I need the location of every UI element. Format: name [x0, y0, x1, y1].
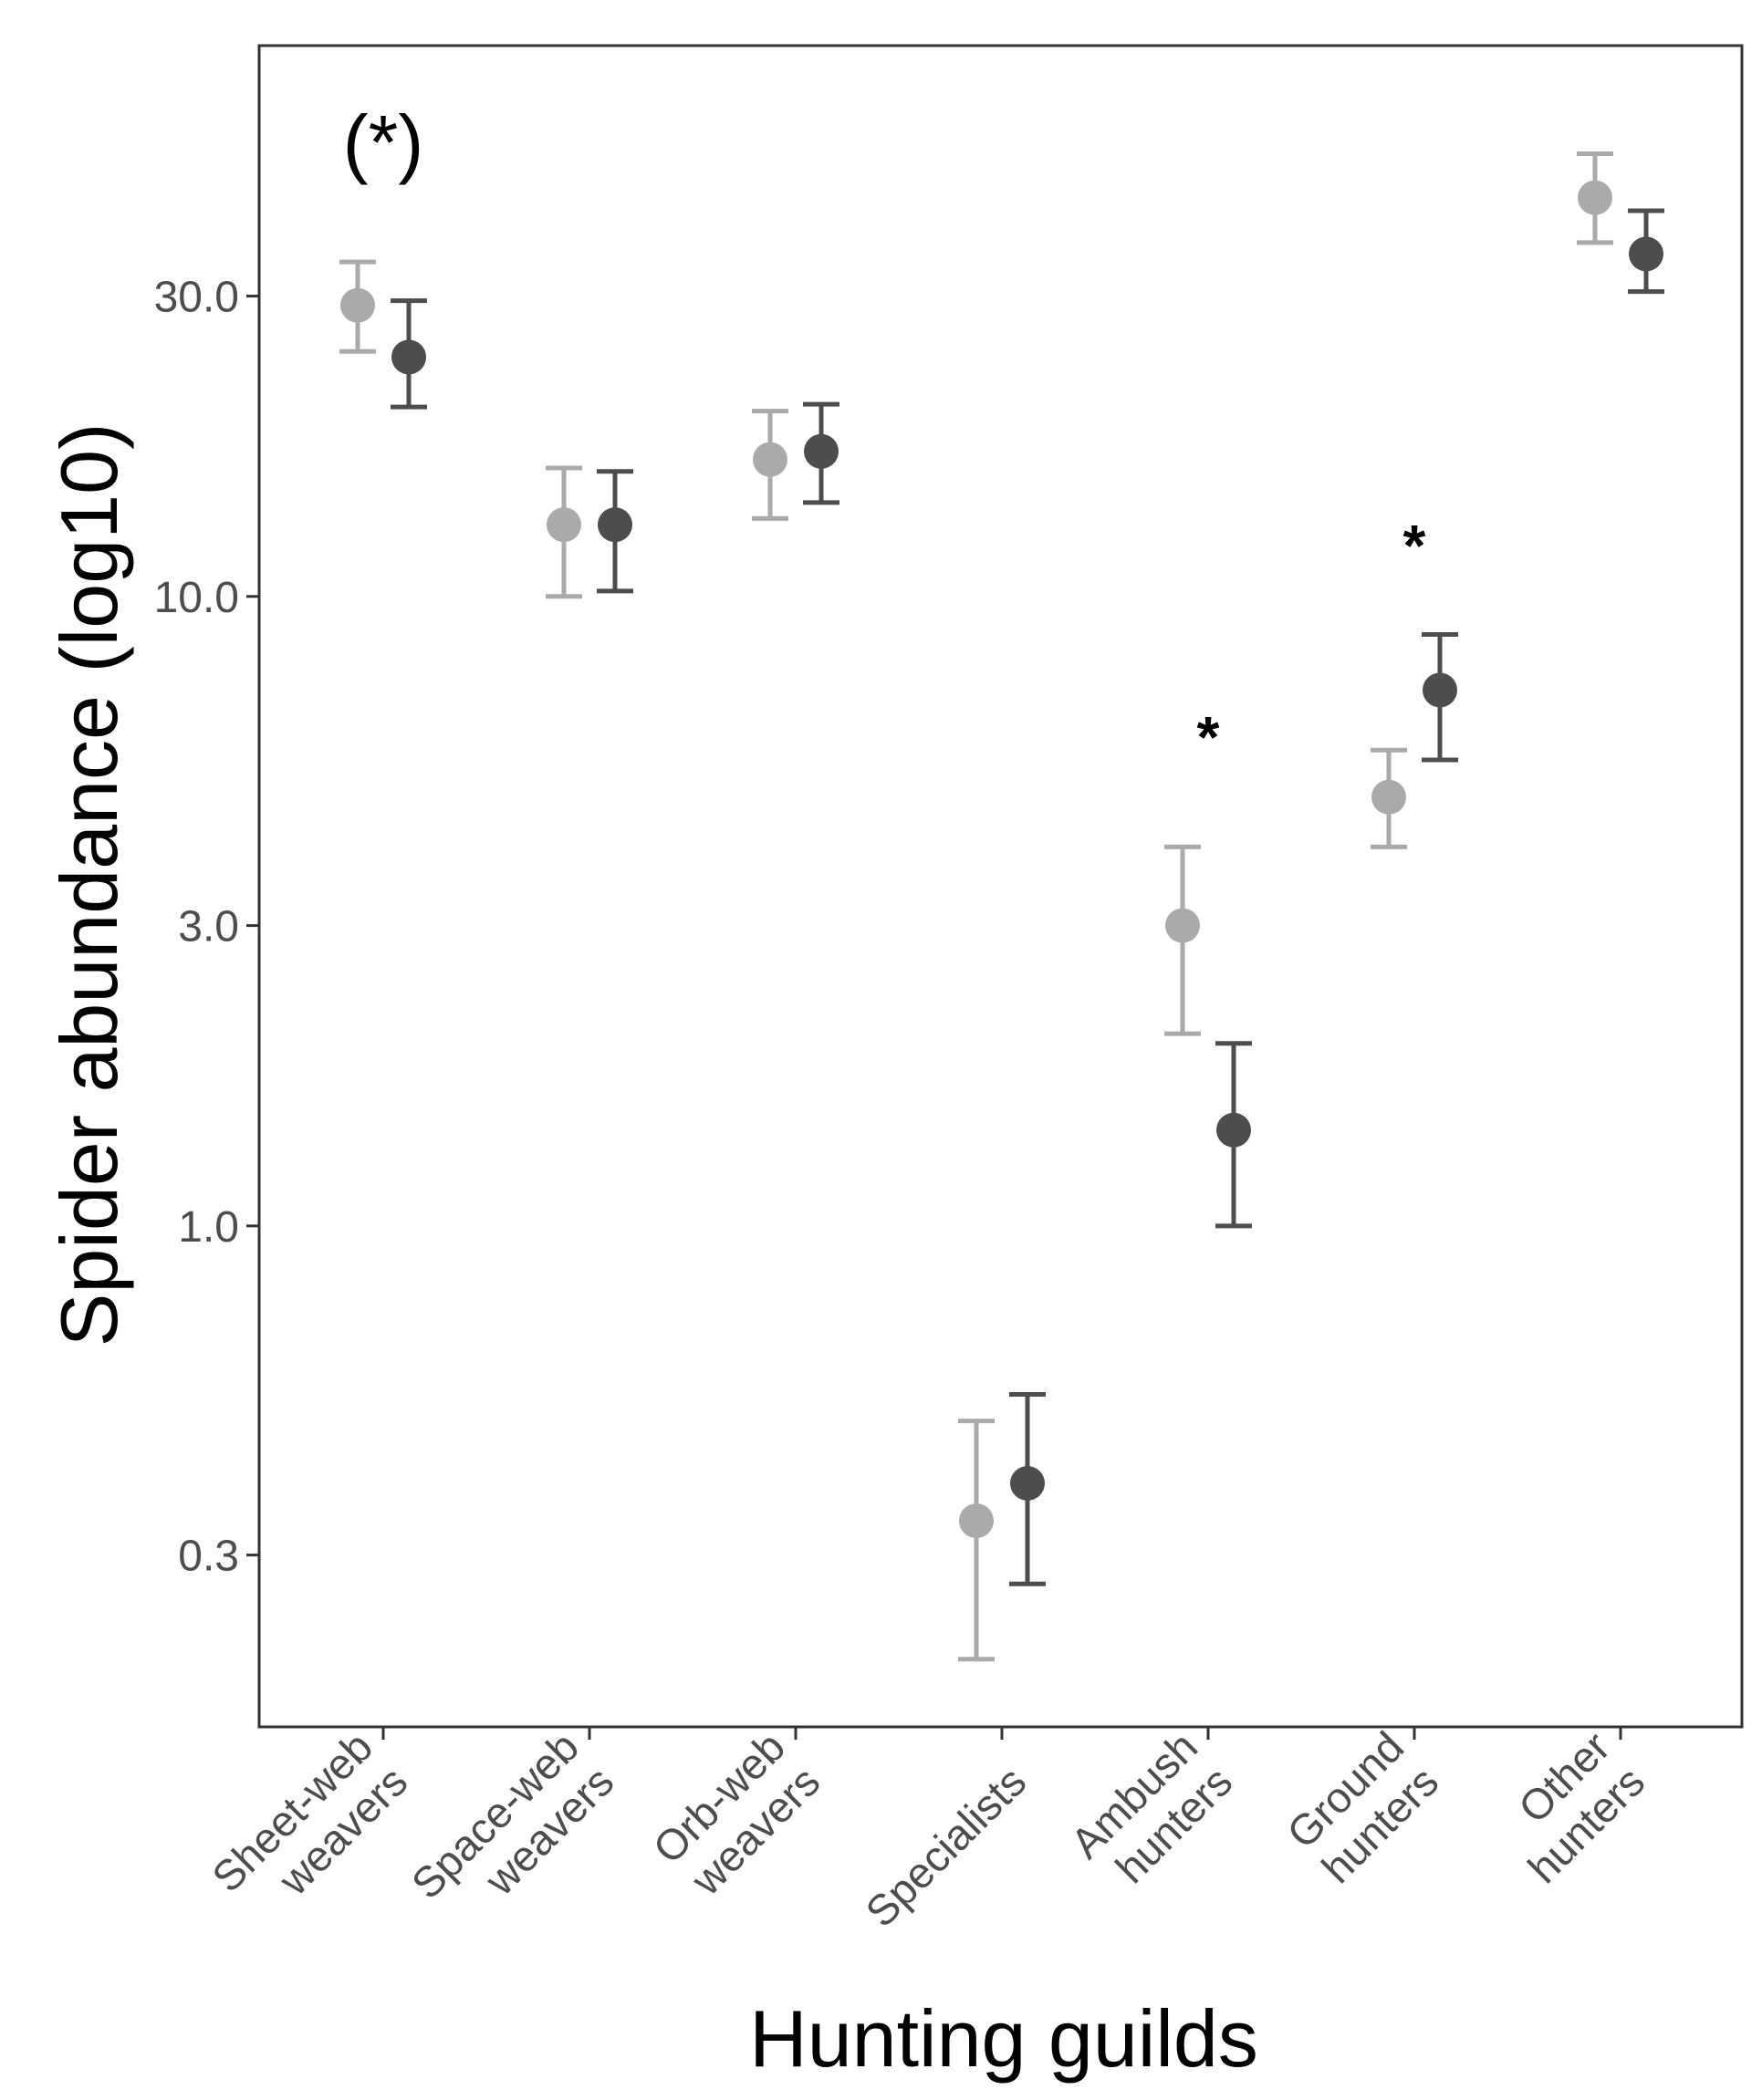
data-point: [804, 433, 839, 469]
data-point: [1423, 672, 1457, 708]
y-tick-label: 0.3: [178, 1533, 239, 1581]
significance-label: *: [1403, 513, 1426, 578]
data-point: [547, 507, 581, 543]
annotations: (*) * *: [343, 99, 1426, 770]
data-point: [959, 1503, 994, 1539]
x-tick-label: Specialists: [856, 1757, 1035, 1936]
data-point: [1010, 1466, 1045, 1502]
data-marks: [339, 151, 1664, 1662]
data-point: [340, 287, 375, 323]
data-point: [1216, 1112, 1251, 1148]
data-point: [1578, 180, 1612, 215]
x-tick-label-line: Specialists: [856, 1757, 1035, 1936]
plot-panel: [257, 44, 1744, 1729]
data-point: [1629, 236, 1663, 272]
data-point: [753, 442, 787, 477]
y-tick-label: 3.0: [178, 903, 239, 951]
data-point: [598, 507, 632, 543]
data-point: [1371, 779, 1406, 815]
y-tick-label: 30.0: [154, 274, 239, 322]
y-axis-title: Spider abundance (log10): [44, 423, 134, 1347]
significance-label: *: [1197, 704, 1220, 770]
y-axis: 0.3 1.0 3.0 10.0 30.0: [154, 274, 259, 1581]
significance-label: (*): [343, 99, 424, 185]
y-tick-label: 1.0: [178, 1203, 239, 1252]
x-axis-title: Hunting guilds: [749, 1993, 1258, 2084]
data-point: [1165, 908, 1200, 943]
y-tick-label: 10.0: [154, 574, 239, 622]
data-point: [391, 339, 426, 375]
